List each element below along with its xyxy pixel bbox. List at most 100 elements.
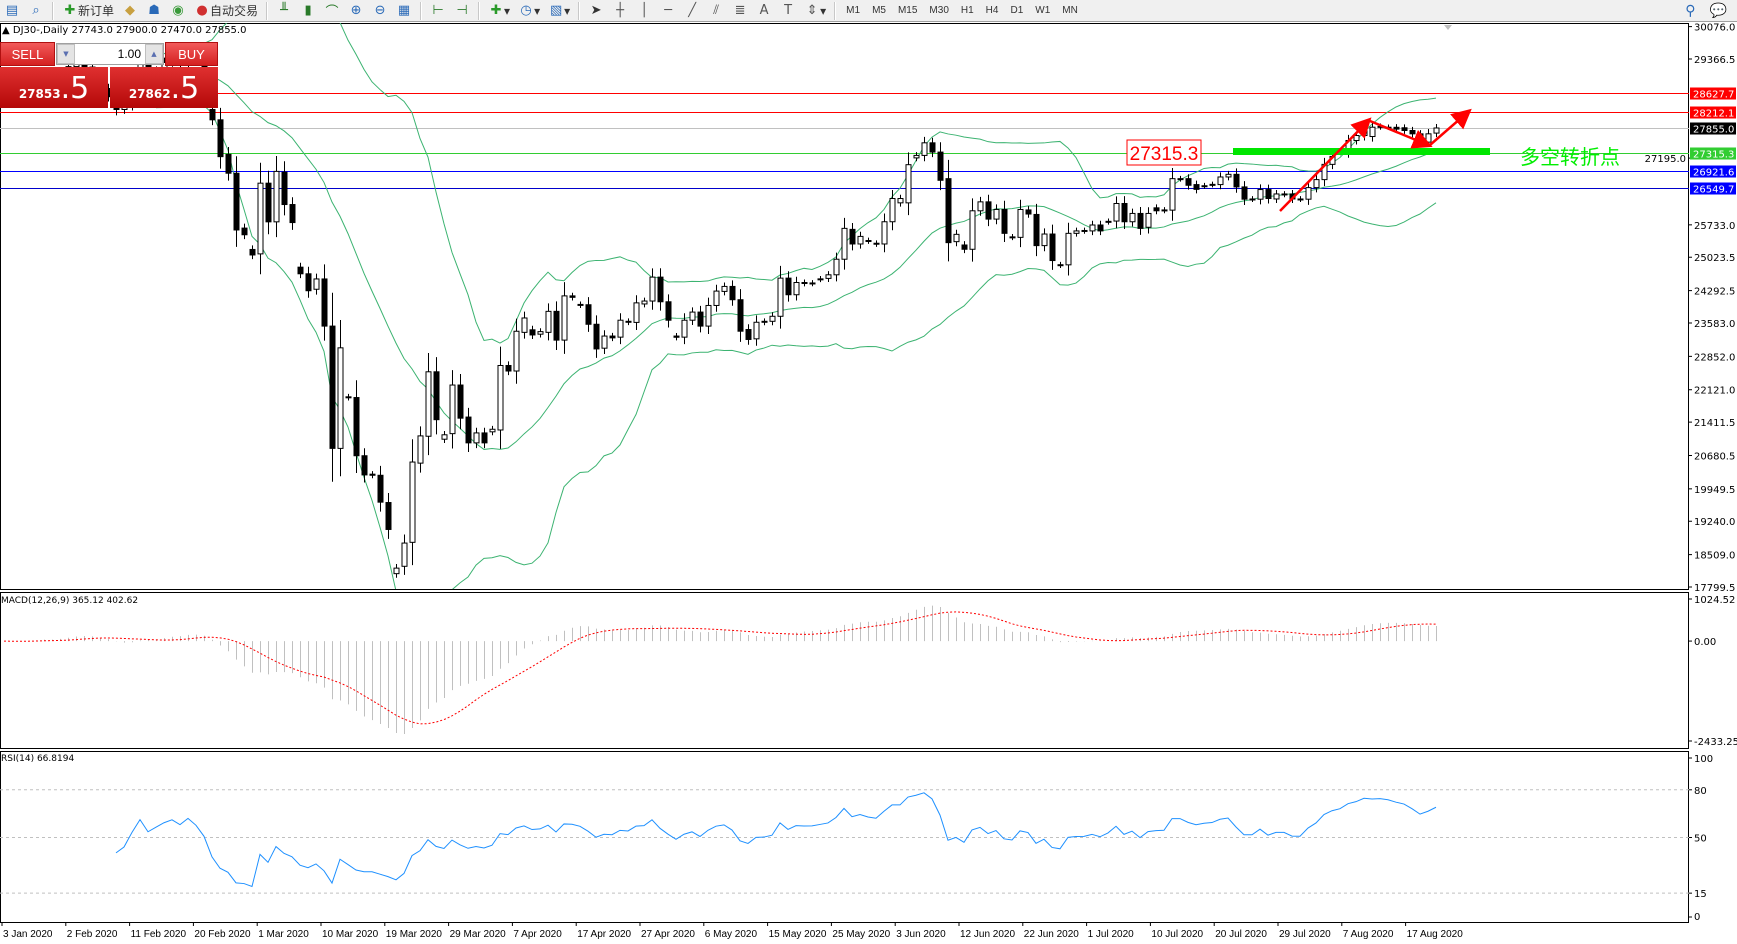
toolbar-separator: [266, 1, 269, 20]
fibonacci-button[interactable]: ≣: [728, 1, 752, 21]
candle-bullish: [601, 335, 608, 349]
sell-price-button[interactable]: 27853.5: [0, 67, 108, 108]
date-axis: 3 Jan 2020 2 Feb 2020 11 Feb 2020 20 Feb 20…: [1, 922, 1464, 940]
cursor-icon: ➤: [590, 3, 602, 18]
candle-bearish: [289, 204, 296, 224]
macd-signal-line: [3, 611, 1437, 725]
price-tick-label: 22121.0: [1694, 386, 1735, 397]
candle-bullish: [1209, 183, 1216, 186]
date-label: 17 Aug 2020: [1407, 929, 1464, 940]
date-label: 19 Mar 2020: [386, 929, 443, 940]
macd-axis: 1024.52 0.00 -2433.25: [1689, 595, 1737, 748]
lot-size-input[interactable]: ▼ 1.00 ▲: [56, 43, 164, 65]
macd-series: [3, 605, 1437, 735]
search-icon[interactable]: ⚲: [1685, 2, 1696, 19]
bar-chart-button[interactable]: ╨: [272, 1, 296, 21]
level-label-bg: [1690, 87, 1736, 100]
timeframe-m30[interactable]: M30: [929, 5, 949, 16]
candle-bearish: [433, 371, 440, 421]
candle-bearish: [241, 227, 248, 236]
templates-button[interactable]: ▧ ▾: [549, 3, 571, 18]
text-label-button[interactable]: T: [776, 1, 800, 21]
arrows-button[interactable]: ⇕ ▾: [800, 1, 830, 21]
tile-windows-button[interactable]: ▦: [392, 1, 416, 21]
candle-bullish: [833, 258, 840, 276]
rsi-tick-label: 0: [1694, 912, 1700, 923]
date-label: 29 Mar 2020: [450, 929, 507, 940]
price-tick-label: 19949.5: [1694, 485, 1735, 496]
macd-title: MACD(12,26,9) 365.12 402.62: [1, 596, 139, 606]
candle-bearish: [1193, 184, 1200, 190]
macd-tick-label: 0.00: [1694, 637, 1716, 648]
crosshair-button[interactable]: ┼: [608, 1, 632, 21]
level-label: 26549.7: [1693, 185, 1734, 196]
line-chart-button[interactable]: ⌒: [320, 1, 344, 21]
candle-bearish: [209, 108, 216, 121]
timeframe-mn[interactable]: MN: [1062, 5, 1078, 16]
channel-button[interactable]: ⫽: [704, 1, 728, 21]
timeframe-w1[interactable]: W1: [1035, 5, 1051, 16]
candle-bearish: [945, 178, 952, 244]
turning-point-zone: [1233, 148, 1490, 155]
candle-bullish: [1129, 212, 1136, 223]
buy-price-button[interactable]: 27862.5: [110, 67, 218, 108]
auto-trading-button[interactable]: ● 自动交易: [190, 1, 262, 21]
shift-marker-icon[interactable]: [1444, 25, 1452, 30]
candle-bullish: [617, 319, 624, 338]
lot-decrease-button[interactable]: ▼: [57, 44, 75, 64]
level-label-bg: [1690, 147, 1736, 160]
candle-bullish: [913, 154, 920, 159]
indicators-button[interactable]: ✚ ▾: [484, 1, 514, 21]
navigator-button[interactable]: ⌕: [24, 1, 48, 21]
price-tick-label: 25733.0: [1694, 221, 1735, 232]
timeframe-h1[interactable]: H1: [960, 5, 974, 16]
candle-bearish: [985, 201, 992, 220]
candle-bullish: [1369, 126, 1376, 138]
chart-title: ▲ DJ30-,Daily 27743.0 27900.0 27470.0 27…: [2, 25, 246, 36]
collapse-triangle-icon[interactable]: ▲: [2, 25, 13, 36]
candle-bullish: [1017, 208, 1024, 238]
candle-bearish: [609, 335, 616, 339]
sell-button[interactable]: SELL: [0, 42, 55, 66]
cursor-button[interactable]: ➤: [584, 1, 608, 21]
candle-bearish: [225, 153, 232, 174]
terminal-button[interactable]: ☗: [142, 1, 166, 21]
timeframe-m5[interactable]: M5: [872, 5, 886, 16]
horizontal-line-button[interactable]: ─: [656, 1, 680, 21]
new-chart-button[interactable]: ▤: [0, 1, 24, 21]
periods-button[interactable]: ◷ ▾: [514, 1, 544, 21]
signals-button[interactable]: ◉: [166, 1, 190, 21]
candle-bullish: [1313, 179, 1320, 189]
zoom-in-button[interactable]: ⊕: [344, 1, 368, 21]
candle-bullish: [969, 210, 976, 250]
vertical-line-button[interactable]: │: [632, 1, 656, 21]
bollinger-middle: [155, 74, 1437, 450]
buy-button[interactable]: BUY: [165, 42, 218, 66]
zoom-out-button[interactable]: ⊖: [368, 1, 392, 21]
text-button[interactable]: A: [752, 1, 776, 21]
candle-bullish: [633, 302, 640, 323]
candle-bearish: [1033, 213, 1040, 247]
candle-bullish: [641, 300, 648, 305]
timeframe-d1[interactable]: D1: [1010, 5, 1024, 16]
candle-bearish: [233, 172, 240, 231]
timeframe-m15[interactable]: M15: [897, 5, 918, 16]
chart-shift-button[interactable]: ⊣: [450, 1, 474, 21]
lot-increase-button[interactable]: ▲: [145, 44, 163, 64]
candlestick-button[interactable]: ▮: [296, 1, 320, 21]
candle-bullish: [1113, 202, 1120, 222]
signals-icon: ◉: [172, 3, 184, 18]
metaeditor-button[interactable]: ◆: [118, 1, 142, 21]
main-panel-frame: [0, 23, 1689, 590]
price-tick-label: 27195.0: [1645, 154, 1686, 165]
candle-bearish: [929, 142, 936, 153]
new-order-button[interactable]: ✚ 新订单: [58, 1, 118, 21]
timeframe-h4[interactable]: H4: [985, 5, 999, 16]
lot-size-value[interactable]: 1.00: [117, 47, 141, 61]
candle-bullish: [825, 274, 832, 279]
chat-icon[interactable]: 💬: [1709, 2, 1727, 19]
timeframe-m1[interactable]: M1: [846, 5, 861, 16]
autoscroll-button[interactable]: ⊢: [426, 1, 450, 21]
trendline-button[interactable]: ╱: [680, 1, 704, 21]
